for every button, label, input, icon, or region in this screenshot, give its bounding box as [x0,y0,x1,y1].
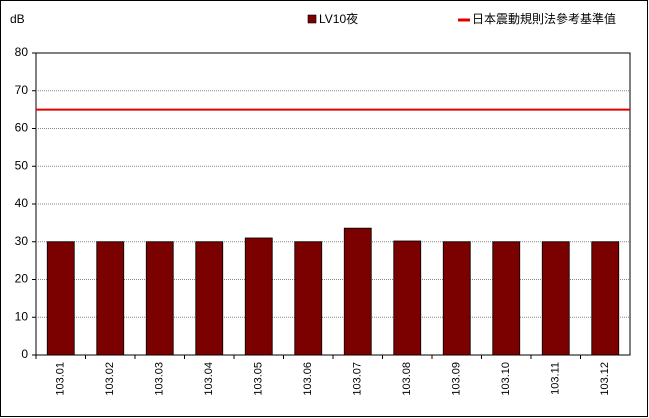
bar [195,241,224,356]
x-tick-label: 103.12 [599,362,611,396]
bar [393,240,422,356]
y-tick-label: 10 [15,309,29,323]
x-tick-label: 103.07 [352,362,364,396]
x-tick-label: 103.10 [500,362,512,396]
x-tick-label: 103.03 [154,362,166,396]
bar [541,241,570,356]
y-tick-label: 60 [15,121,29,135]
y-tick-label: 70 [15,83,29,97]
bar [492,241,521,356]
y-tick-label: 40 [15,196,29,210]
y-tick-label: 20 [15,272,29,286]
x-tick-label: 103.02 [104,362,116,396]
bar [46,241,75,356]
x-tick-label: 103.04 [203,362,215,396]
legend-label: LV10夜 [319,11,358,26]
y-tick-label: 30 [15,234,29,248]
y-axis-label: dB [10,12,25,26]
y-tick-label: 80 [15,45,29,59]
bar [145,241,174,356]
bar [294,241,323,356]
x-tick-label: 103.01 [55,362,67,396]
bar [244,237,273,356]
x-tick-label: 103.05 [253,362,265,396]
legend-label: 日本震動規則法參考基準值 [472,11,616,26]
y-tick-label: 0 [21,347,28,361]
bar [96,241,125,356]
y-tick-label: 50 [15,158,29,172]
x-tick-label: 103.08 [401,362,413,396]
bar [442,241,471,356]
legend-swatch [307,14,317,24]
x-tick-label: 103.06 [302,362,314,396]
bar [591,241,620,356]
x-tick-label: 103.11 [550,362,562,395]
x-tick-label: 103.09 [451,362,463,396]
bar [343,227,372,356]
